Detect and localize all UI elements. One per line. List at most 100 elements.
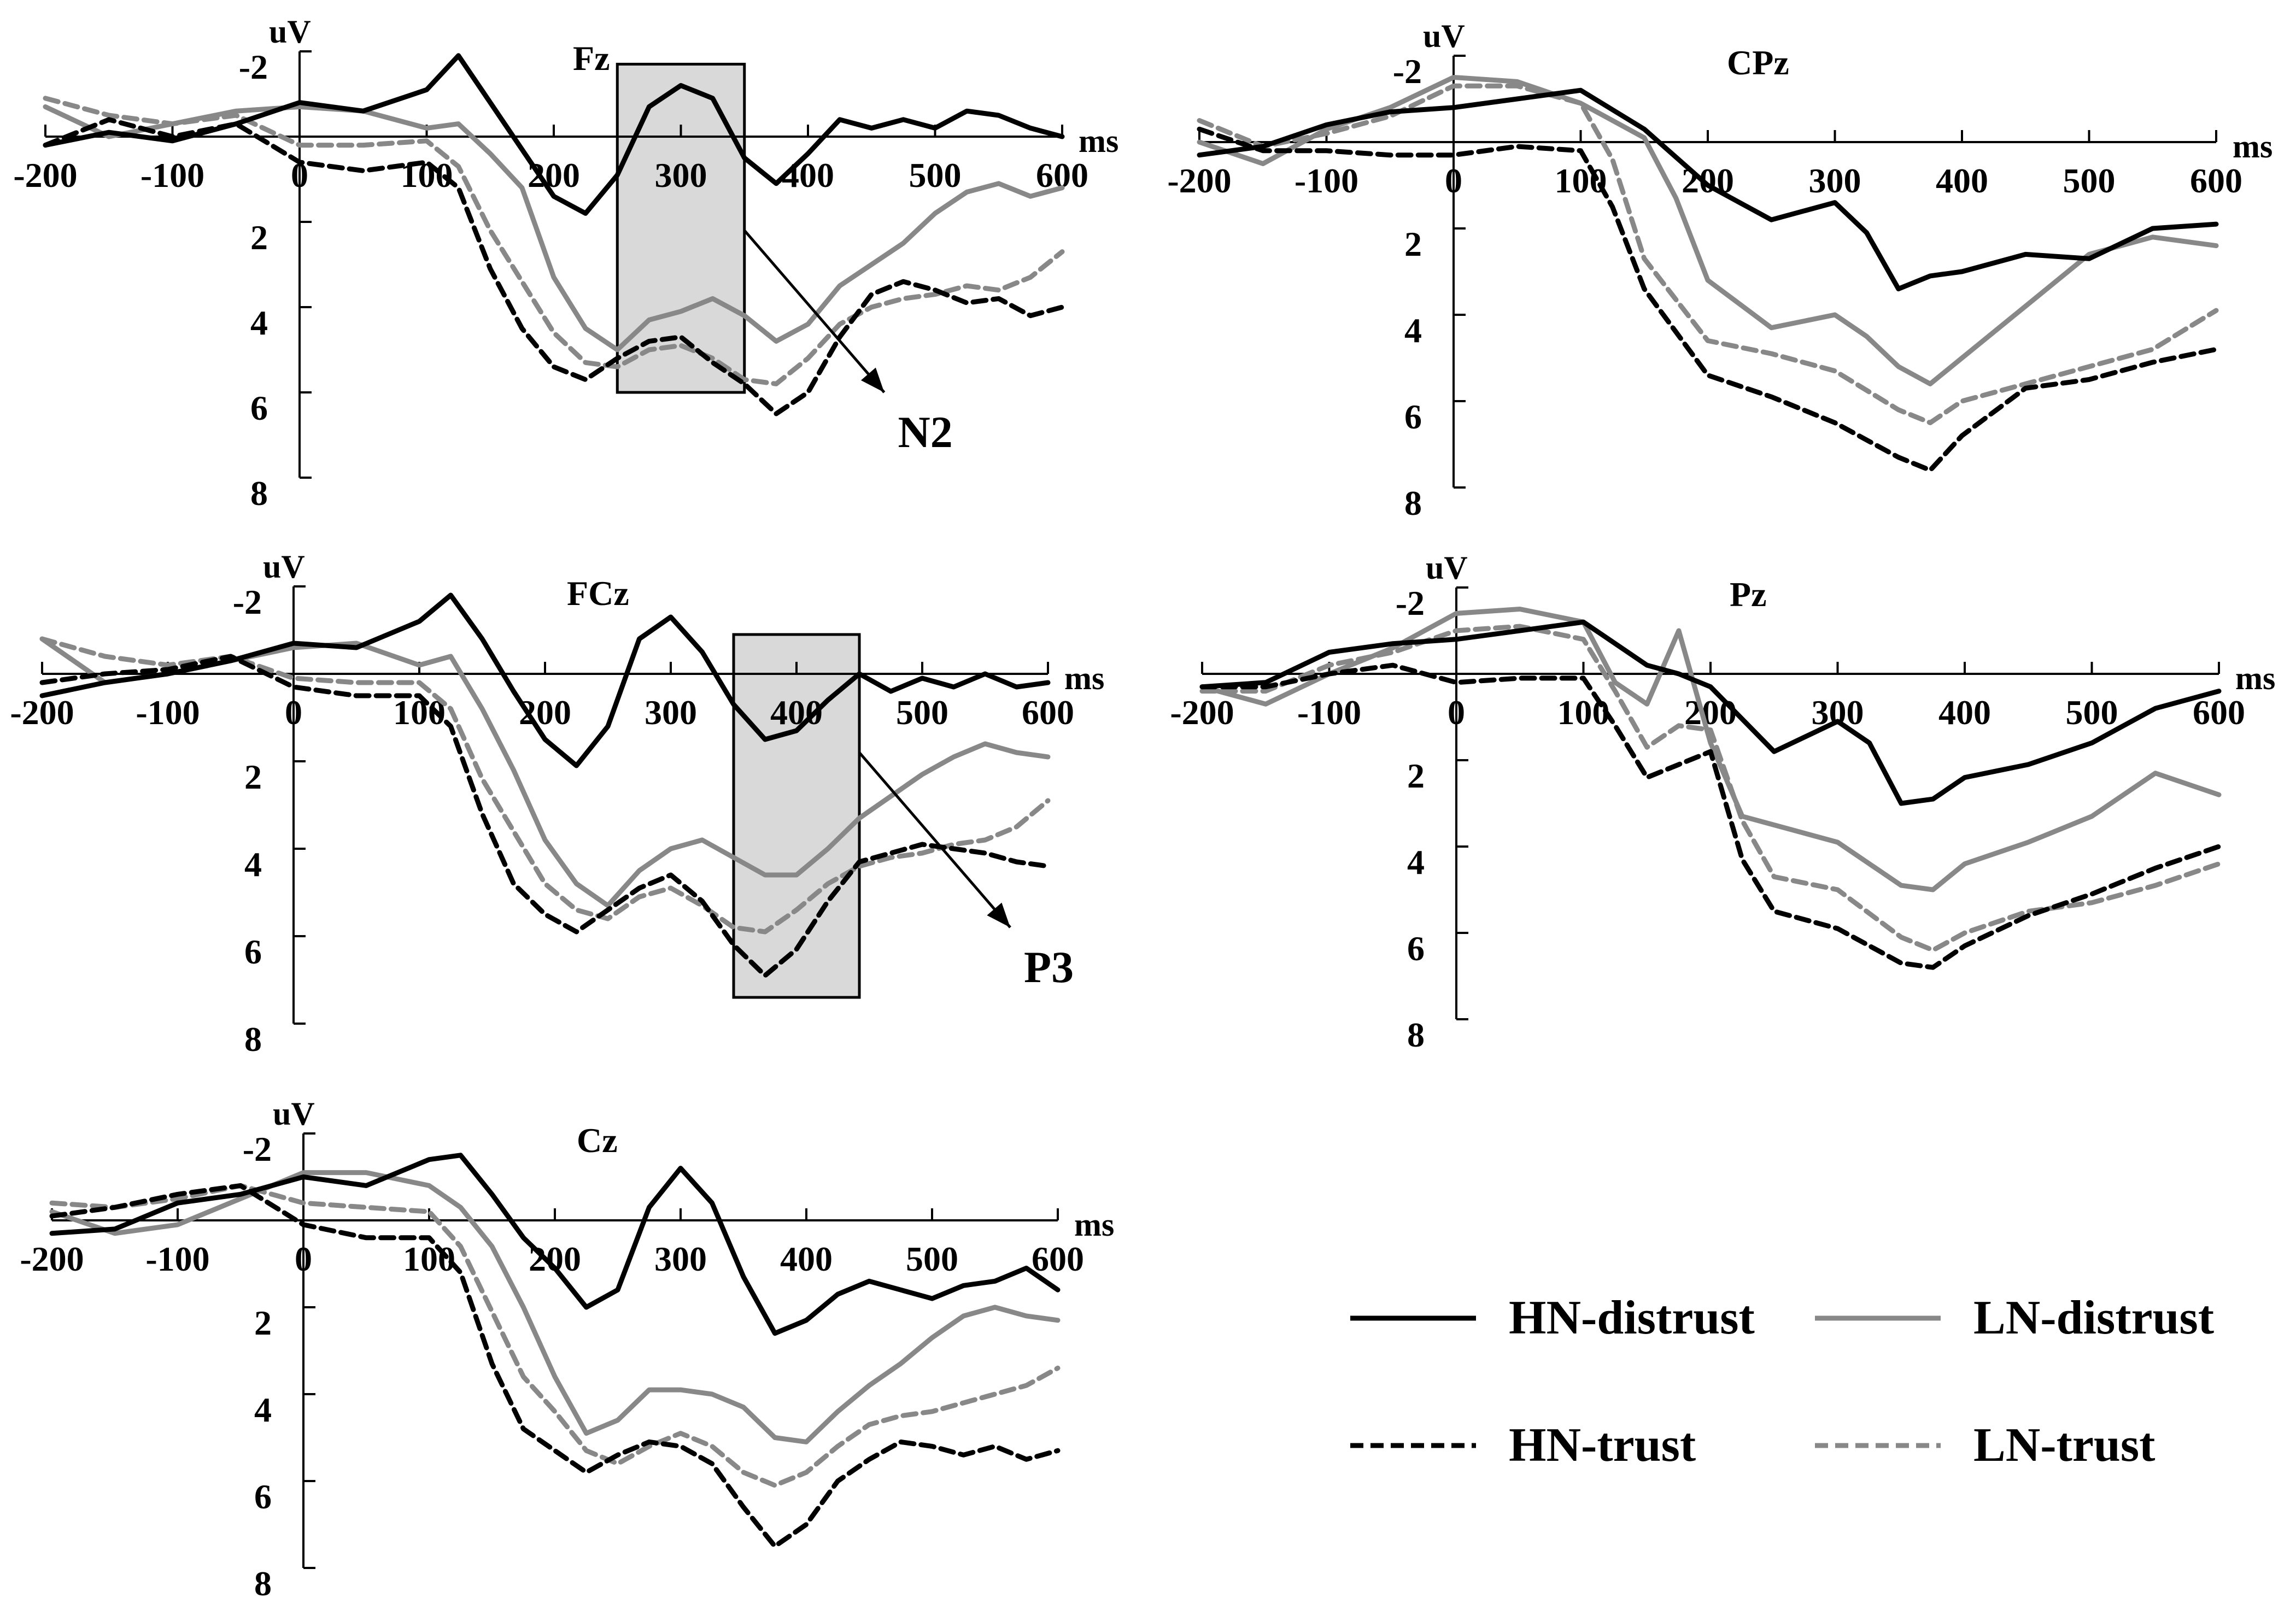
x-axis-unit: ms: [2233, 128, 2272, 164]
y-tick-label: 8: [250, 474, 268, 513]
series-ln-distrust: [39, 636, 1051, 908]
x-tick-label: 100: [403, 1239, 455, 1278]
annotation-label: P3: [1024, 942, 1074, 992]
series-ln-distrust: [49, 1170, 1061, 1444]
x-tick-label: 400: [1936, 161, 1988, 200]
x-tick-label: -200: [1167, 161, 1231, 200]
x-tick-label: 500: [2063, 161, 2116, 200]
legend-label: LN-distrust: [1973, 1291, 2214, 1344]
x-tick-label: 500: [2066, 693, 2118, 732]
series-ln-distrust: [43, 104, 1065, 352]
x-tick-label: 400: [780, 1239, 833, 1278]
y-tick-label: -2: [239, 48, 268, 86]
x-axis-unit: ms: [1079, 123, 1118, 159]
x-tick-label: 200: [529, 1239, 581, 1278]
x-tick-label: 600: [1022, 693, 1074, 732]
panel-fz: -200 -100 0 100 200 300 400 500 600-22468uVmsFzN…: [13, 14, 1118, 513]
x-tick-label: 0: [1448, 693, 1465, 732]
x-tick-label: 500: [909, 156, 962, 195]
y-tick-label: 2: [244, 757, 262, 796]
x-tick-label: 100: [1557, 693, 1610, 732]
y-tick-label: 2: [1404, 225, 1422, 263]
annotation-arrow: [743, 229, 886, 393]
series-ln-trust: [49, 1183, 1061, 1488]
x-tick-label: -200: [20, 1239, 84, 1278]
panel-title: Fz: [573, 39, 610, 78]
x-axis-unit: ms: [1074, 1207, 1114, 1243]
y-tick-label: 2: [250, 218, 268, 257]
y-tick-label: -2: [1396, 584, 1425, 622]
x-tick-label: 500: [896, 693, 948, 732]
x-tick-label: -100: [145, 1239, 209, 1278]
x-tick-label: 100: [1555, 161, 1607, 200]
series-ln-trust: [1197, 83, 2219, 425]
x-tick-label: -100: [1295, 161, 1358, 200]
x-tick-label: 300: [1809, 161, 1861, 200]
y-tick-label: 4: [250, 303, 268, 342]
panel-title: CPz: [1727, 43, 1789, 82]
y-tick-label: 4: [1404, 311, 1422, 350]
y-tick-label: -2: [243, 1130, 272, 1168]
x-tick-label: -200: [13, 156, 77, 195]
x-tick-label: 0: [1445, 161, 1462, 200]
y-axis-unit: uV: [1426, 550, 1468, 586]
series-ln-distrust: [1197, 75, 2219, 386]
y-tick-label: 2: [254, 1303, 272, 1342]
annotation-arrowhead: [987, 902, 1010, 927]
y-tick-label: 8: [244, 1020, 262, 1059]
x-tick-label: 400: [1938, 693, 1991, 732]
x-axis-unit: ms: [2235, 660, 2275, 696]
x-tick-label: 300: [654, 1239, 707, 1278]
y-tick-label: 6: [250, 389, 268, 427]
panel-fcz: -200 -100 0 100 200 300 400 500 600-22468uVmsFCz…: [10, 549, 1104, 1059]
x-axis-unit: ms: [1064, 660, 1104, 696]
series-ln-trust: [39, 636, 1051, 935]
highlight-window: [732, 633, 861, 999]
y-tick-label: 4: [1407, 843, 1425, 882]
x-tick-label: 0: [295, 1239, 312, 1278]
y-tick-label: 6: [244, 932, 262, 971]
y-axis-unit: uV: [1423, 18, 1465, 54]
panel-title: Pz: [1730, 575, 1767, 614]
series-hn-trust: [1197, 126, 2219, 473]
panel-title: Cz: [577, 1121, 618, 1160]
x-tick-label: -200: [1170, 693, 1234, 732]
y-tick-label: -2: [1393, 52, 1422, 91]
y-tick-label: 8: [1407, 1015, 1425, 1054]
y-tick-label: 6: [254, 1477, 272, 1516]
series-hn-trust: [49, 1183, 1061, 1549]
series-hn-trust: [43, 117, 1065, 416]
series-hn-distrust: [43, 53, 1065, 216]
series-hn-trust: [1199, 662, 2222, 970]
annotation-arrowhead: [860, 367, 885, 392]
x-tick-label: -200: [10, 693, 74, 732]
y-axis-unit: uV: [269, 14, 311, 50]
legend-label: LN-trust: [1973, 1419, 2155, 1472]
legend-label: HN-trust: [1509, 1419, 1696, 1472]
y-tick-label: 8: [1404, 484, 1422, 522]
x-tick-label: 600: [2190, 161, 2242, 200]
y-tick-label: 4: [254, 1390, 272, 1429]
x-tick-label: -100: [1297, 693, 1361, 732]
x-tick-label: 300: [645, 693, 697, 732]
x-tick-label: -100: [136, 693, 200, 732]
x-tick-label: 0: [285, 693, 302, 732]
series-hn-distrust: [49, 1153, 1061, 1336]
annotation-arrow: [858, 751, 1011, 929]
x-tick-label: 200: [528, 156, 580, 195]
x-tick-label: 300: [655, 156, 707, 195]
x-tick-label: 600: [1032, 1239, 1084, 1278]
y-tick-label: 6: [1407, 929, 1425, 968]
panel-cz: -200 -100 0 100 200 300 400 500 600 -2 2 4 6 8 uV ms Cz: [20, 1096, 1114, 1598]
highlight-window: [616, 62, 746, 394]
y-axis-unit: uV: [273, 1096, 315, 1132]
x-tick-label: 600: [2193, 693, 2245, 732]
annotation-label: N2: [898, 407, 953, 457]
y-tick-label: 8: [254, 1564, 272, 1598]
x-tick-label: 300: [1812, 693, 1864, 732]
panel-title: FCz: [567, 574, 629, 613]
series-hn-distrust: [39, 592, 1051, 768]
